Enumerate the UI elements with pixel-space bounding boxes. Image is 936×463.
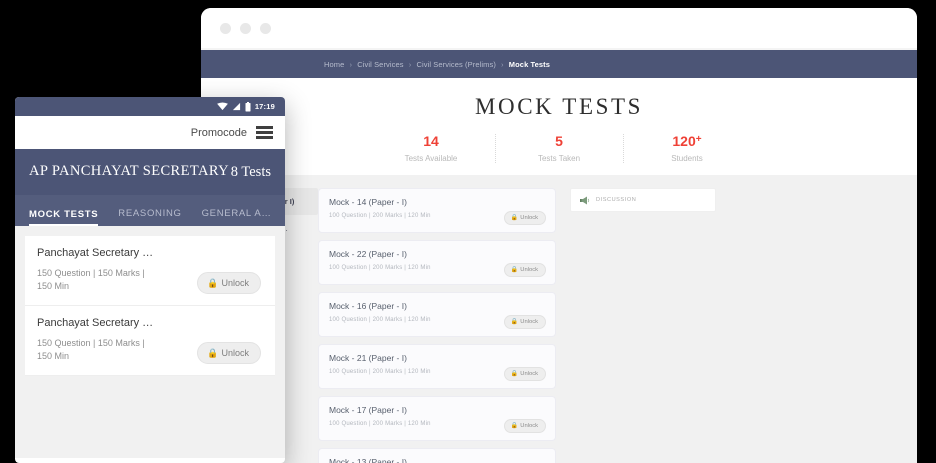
unlock-label: Unlock [221,348,249,359]
wifi-icon [216,102,228,111]
megaphone-icon [580,196,590,205]
breadcrumb: Home › Civil Services › Civil Services (… [201,60,550,69]
browser-window: Home › Civil Services › Civil Services (… [201,8,917,463]
unlock-button[interactable]: 🔒 Unlock [503,211,546,226]
stat-suffix: + [695,134,702,145]
unlock-label: Unlock [520,319,538,326]
tab-reasoning[interactable]: REASONING [118,208,182,220]
test-name: Panchayat Secretary … [37,247,154,260]
phone-mockup: 17:19 Promocode AP PANCHAYAT SECRETARY 8… [15,97,285,463]
unlock-label: Unlock [520,371,538,378]
phone-topbar: Promocode [15,116,285,149]
list-item[interactable]: Panchayat Secretary … 150 Question | 150… [25,306,275,377]
unlock-button[interactable]: 🔒 Unlock [503,367,546,382]
lock-icon: 🔒 [510,319,519,326]
test-meta: 100 Question | 200 Marks | 120 Min [329,369,431,376]
lock-icon: 🔒 [510,423,519,430]
table-row[interactable]: Mock - 13 (Paper - I) 100 Question | 200… [318,448,556,463]
table-row[interactable]: Mock - 22 (Paper - I) 100 Question | 200… [318,240,556,286]
lock-icon: 🔒 [510,267,519,274]
phone-hero: AP PANCHAYAT SECRETARY 8 Tests [15,149,285,196]
breadcrumb-bar: Home › Civil Services › Civil Services (… [201,50,917,78]
course-title: AP PANCHAYAT SECRETARY [29,163,229,179]
test-meta: 100 Question | 200 Marks | 120 Min [329,265,431,272]
chrome-divider [201,48,917,50]
table-row[interactable]: Mock - 17 (Paper - I) 100 Question | 200… [318,396,556,442]
stat-value: 120+ [624,133,751,149]
table-row[interactable]: Mock - 21 (Paper - I) 100 Question | 200… [318,344,556,390]
content-area: Mock Tests (Paper I) Mock Tests (Paper..… [201,175,917,463]
discussion-button[interactable]: DISCUSSION [570,188,716,213]
window-close-dot[interactable] [220,22,231,34]
browser-titlebar [201,8,917,48]
test-meta: 100 Question | 200 Marks | 120 Min [329,421,431,428]
test-name: Mock - 17 (Paper - I) [329,405,407,416]
stat-students: 120+ Students [622,133,751,164]
breadcrumb-separator: › [408,61,412,69]
table-row[interactable]: Mock - 14 (Paper - I) 100 Question | 200… [318,188,556,234]
test-name: Panchayat Secretary … [37,317,154,330]
page-title: MOCK TESTS [474,94,644,119]
unlock-label: Unlock [520,215,538,222]
table-row[interactable]: Mock - 16 (Paper - I) 100 Question | 200… [318,292,556,338]
phone-statusbar: 17:19 [15,97,285,116]
right-panel: DISCUSSION [556,188,917,463]
stat-tests-taken: 5 Tests Taken [494,133,623,164]
test-name: Mock - 22 (Paper - I) [329,249,407,260]
test-meta: 100 Question | 200 Marks | 120 Min [329,317,431,324]
lock-icon: 🔒 [207,277,219,288]
breadcrumb-item-civil-services-prelims[interactable]: Civil Services (Prelims) [416,59,496,69]
test-meta: 150 Question | 150 Marks | 150 Min [37,268,145,292]
tab-general-awareness[interactable]: GENERAL A… [201,208,272,220]
lock-icon: 🔒 [510,371,519,378]
phone-test-list: Panchayat Secretary … 150 Question | 150… [15,226,285,459]
unlock-button[interactable]: 🔒 Unlock [197,272,261,295]
test-list: Mock - 14 (Paper - I) 100 Question | 200… [318,188,556,463]
test-meta: 150 Question | 150 Marks | 150 Min [37,338,145,362]
breadcrumb-separator: › [349,61,353,69]
lock-icon: 🔒 [207,347,219,358]
test-name: Mock - 16 (Paper - I) [329,301,407,312]
window-maximize-dot[interactable] [260,22,271,34]
stat-tests-available: 14 Tests Available [368,133,495,164]
tests-count: 8 Tests [230,164,271,181]
unlock-label: Unlock [221,278,249,289]
stat-label: Students [671,154,703,164]
stat-value: 5 [555,133,563,149]
stat-label: Tests Available [404,154,458,164]
test-name: Mock - 13 (Paper - I) [329,457,407,463]
breadcrumb-separator: › [501,61,504,69]
list-item[interactable]: Panchayat Secretary … 150 Question | 150… [25,236,275,307]
battery-icon [245,101,251,111]
lock-icon: 🔒 [510,215,519,222]
unlock-button[interactable]: 🔒 Unlock [503,263,546,278]
test-meta: 100 Question | 200 Marks | 120 Min [329,213,431,220]
breadcrumb-item-home[interactable]: Home [324,59,345,69]
test-name: Mock - 21 (Paper - I) [329,353,407,364]
unlock-button[interactable]: 🔒 Unlock [503,315,546,330]
hamburger-icon[interactable] [256,126,273,139]
promocode-link[interactable]: Promocode [190,126,247,139]
breadcrumb-item-civil-services[interactable]: Civil Services [357,59,404,69]
breadcrumb-item-mock-tests: Mock Tests [508,59,551,69]
stat-number: 120 [672,133,696,149]
phone-tabbar: MOCK TESTS REASONING GENERAL A… [15,195,285,227]
window-minimize-dot[interactable] [240,22,251,34]
statusbar-time: 17:19 [254,102,275,111]
signal-icon [232,102,240,111]
unlock-label: Unlock [520,267,538,274]
tab-mock-tests[interactable]: MOCK TESTS [29,209,99,227]
test-name: Mock - 14 (Paper - I) [329,197,407,208]
stat-label: Tests Taken [537,154,581,164]
stats-row: 14 Tests Available 5 Tests Taken 120+ St… [201,133,917,164]
unlock-button[interactable]: 🔒 Unlock [197,342,261,365]
stat-value: 14 [423,133,439,149]
unlock-button[interactable]: 🔒 Unlock [503,419,546,434]
discussion-label: DISCUSSION [596,197,637,204]
page-header: MOCK TESTS 14 Tests Available 5 Tests Ta… [201,78,917,176]
unlock-label: Unlock [520,423,538,430]
